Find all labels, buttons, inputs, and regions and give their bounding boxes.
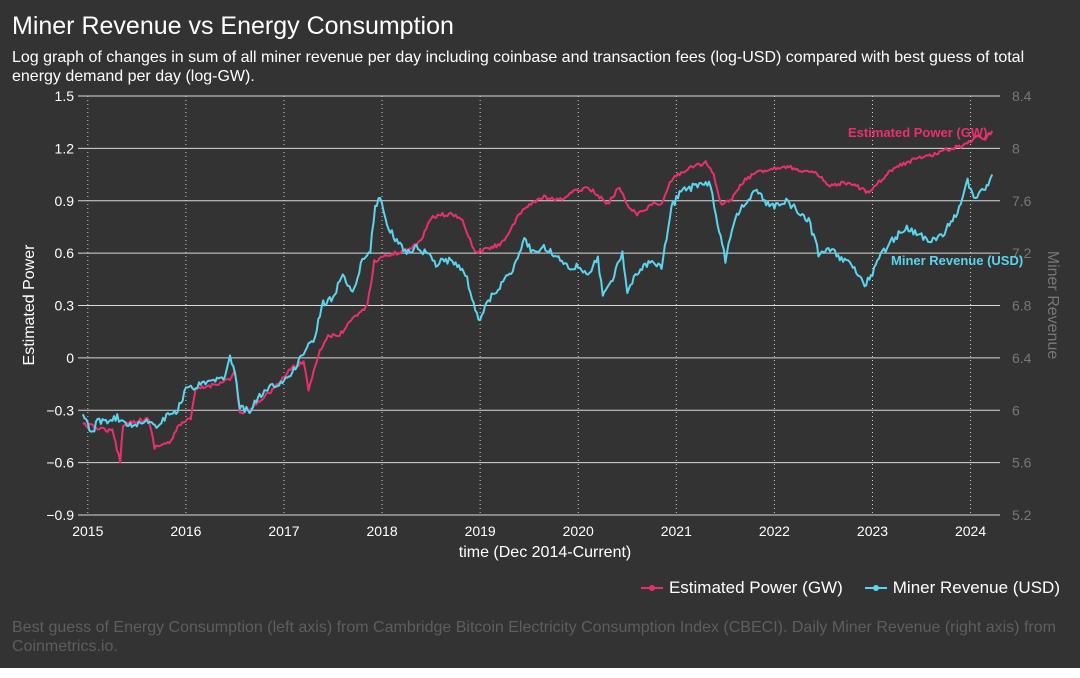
y-tick-label: 0.6 (55, 245, 75, 261)
x-tick-label: 2016 (170, 523, 201, 539)
legend-item-power[interactable]: Estimated Power (GW) (640, 578, 843, 598)
y-tick-label: −0.6 (46, 455, 74, 471)
source-caption: Best guess of Energy Consumption (left a… (12, 619, 1056, 655)
y2-tick-label: 6.8 (1012, 298, 1032, 314)
legend-power-label: Estimated Power (GW) (668, 578, 843, 597)
legend-item-revenue[interactable]: Miner Revenue (USD) (864, 578, 1060, 598)
right-axis-label: Miner Revenue (1044, 251, 1061, 360)
legend-revenue-label: Miner Revenue (USD) (892, 578, 1060, 597)
y2-tick-label: 5.2 (1012, 507, 1032, 523)
x-axis-ticks: 2015 2016 2017 2018 2019 2020 2021 2022 2023 2024 (72, 523, 986, 539)
revenue-annotation: Miner Revenue (USD) (891, 253, 1023, 268)
x-axis-label: time (Dec 2014-Current) (459, 544, 632, 561)
y2-tick-label: 7.6 (1012, 193, 1032, 209)
right-axis-ticks: 5.2 5.6 6 6.4 6.8 7.2 7.6 8 8.4 (1012, 88, 1032, 523)
y2-tick-label: 6.4 (1012, 350, 1032, 366)
y2-tick-label: 6 (1012, 402, 1020, 418)
power-annotation: Estimated Power (GW) (848, 125, 987, 140)
chart-subtitle: Log graph of changes in sum of all miner… (12, 49, 1025, 85)
x-tick-label: 2017 (268, 523, 299, 539)
legend: Estimated Power (GW) Miner Revenue (USD) (619, 578, 1060, 598)
y2-tick-label: 8 (1012, 140, 1020, 156)
x-tick-label: 2018 (366, 523, 397, 539)
x-tick-label: 2024 (955, 523, 986, 539)
x-tick-label: 2023 (857, 523, 888, 539)
left-axis-label: Estimated Power (21, 244, 38, 366)
y-tick-label: −0.3 (46, 402, 74, 418)
y-tick-label: 0.3 (55, 298, 75, 314)
y-tick-label: −0.9 (46, 507, 74, 523)
revenue-series-line (81, 174, 994, 433)
y-tick-label: 0.9 (55, 193, 75, 209)
x-tick-label: 2022 (759, 523, 790, 539)
chart-title: Miner Revenue vs Energy Consumption (12, 12, 454, 40)
horizontal-gridlines (78, 95, 1000, 516)
legend-power-swatch (640, 585, 663, 591)
left-axis-ticks: −0.9 −0.6 −0.3 0 0.3 0.6 0.9 1.2 1.5 (46, 88, 74, 523)
power-series-line (82, 130, 994, 464)
x-tick-label: 2015 (72, 523, 103, 539)
y-tick-label: 1.2 (55, 140, 75, 156)
y-tick-label: 0 (66, 350, 74, 366)
y-tick-label: 1.5 (55, 88, 75, 104)
x-tick-label: 2019 (465, 523, 496, 539)
x-tick-label: 2020 (563, 523, 594, 539)
y2-tick-label: 7.2 (1012, 245, 1032, 261)
y2-tick-label: 5.6 (1012, 455, 1032, 471)
x-tick-label: 2021 (661, 523, 692, 539)
series-lines (81, 130, 994, 464)
legend-revenue-swatch (864, 585, 887, 591)
y2-tick-label: 8.4 (1012, 88, 1032, 104)
